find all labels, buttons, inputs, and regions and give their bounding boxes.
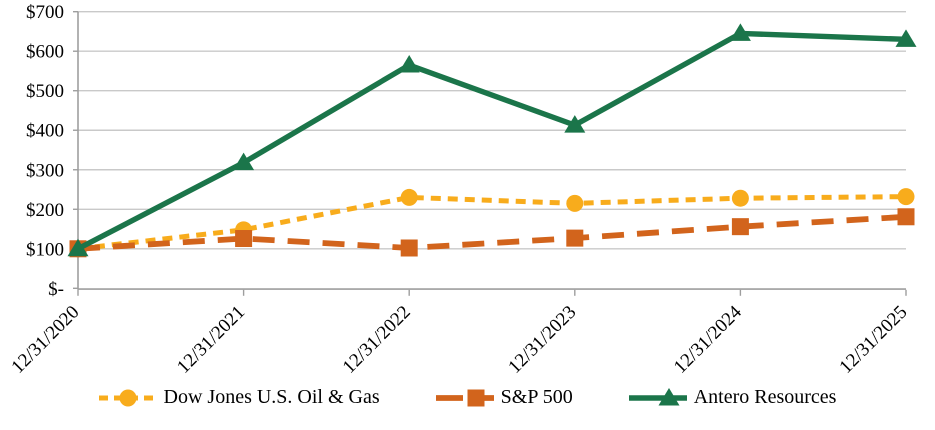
series-line-dow-jones-us-oil-gas bbox=[77, 194, 907, 252]
legend-item-antero-resources: Antero Resources bbox=[628, 386, 837, 409]
legend-item-dow-jones-us-oil-gas: Dow Jones U.S. Oil & Gas bbox=[98, 386, 380, 409]
solid-line-triangle-marker-icon bbox=[628, 387, 687, 405]
data-point-antero-resources bbox=[729, 23, 751, 41]
dashed-line-square-marker-icon bbox=[435, 389, 494, 406]
x-tick-label: 12/31/2022 bbox=[339, 302, 415, 378]
legend-label: Dow Jones U.S. Oil & Gas bbox=[163, 386, 380, 408]
data-point-antero-resources bbox=[233, 152, 255, 171]
data-point-antero-resources bbox=[895, 29, 917, 47]
legend-marker-dow-jones-us-oil-gas bbox=[119, 389, 137, 406]
data-point-sp-500 bbox=[897, 208, 915, 226]
data-point-antero-resources bbox=[564, 115, 586, 133]
x-tick-label: 12/31/2025 bbox=[835, 302, 911, 378]
legend-label: Antero Resources bbox=[693, 386, 837, 408]
x-tick-label: 12/31/2021 bbox=[173, 302, 249, 378]
y-tick-label: $- bbox=[48, 279, 64, 300]
chart-legend: Dow Jones U.S. Oil & Gas S&P 500 Antero … bbox=[0, 386, 935, 409]
y-tick-label: $700 bbox=[26, 2, 64, 23]
x-tick-label: 12/31/2024 bbox=[670, 301, 746, 377]
legend-marker-sp-500 bbox=[467, 389, 485, 406]
data-point-sp-500 bbox=[400, 239, 418, 257]
legend-marker-antero-resources bbox=[658, 387, 680, 405]
data-point-sp-500 bbox=[731, 218, 749, 236]
y-tick-label: $500 bbox=[26, 81, 64, 102]
data-point-antero-resources bbox=[398, 55, 420, 73]
data-point-antero-resources bbox=[67, 238, 89, 257]
data-point-dow-jones-us-oil-gas bbox=[897, 188, 915, 206]
x-tick-label: 12/31/2023 bbox=[504, 302, 580, 378]
y-tick-label: $200 bbox=[26, 200, 64, 221]
legend-item-sp-500: S&P 500 bbox=[435, 386, 573, 409]
data-point-dow-jones-us-oil-gas bbox=[400, 188, 418, 206]
y-tick-label: $300 bbox=[26, 160, 64, 181]
y-tick-label: $100 bbox=[26, 239, 64, 260]
data-point-dow-jones-us-oil-gas bbox=[731, 189, 749, 207]
y-tick-label: $400 bbox=[26, 121, 64, 142]
legend-label: S&P 500 bbox=[500, 386, 573, 408]
dashed-line-circle-marker-icon bbox=[98, 389, 157, 406]
data-point-sp-500 bbox=[235, 230, 253, 248]
series-line-antero-resources bbox=[76, 30, 907, 252]
y-tick-label: $600 bbox=[26, 42, 64, 63]
data-point-dow-jones-us-oil-gas bbox=[566, 194, 584, 212]
data-point-sp-500 bbox=[566, 229, 584, 247]
x-tick-label: 12/31/2020 bbox=[7, 302, 83, 378]
